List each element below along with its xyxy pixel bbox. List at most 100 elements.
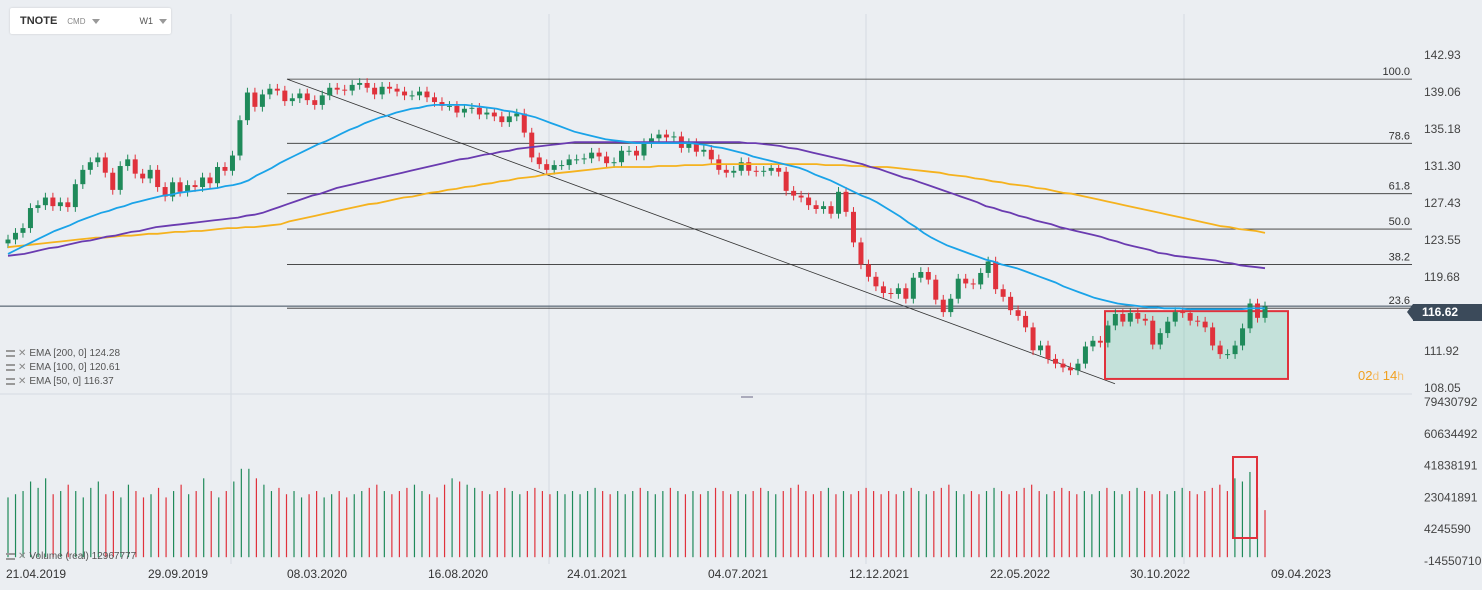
candle [544,159,550,175]
candle [72,179,78,212]
candle [1135,308,1141,324]
candle [402,86,408,101]
candle [521,108,527,138]
fib-level-label: 50.0 [1389,216,1410,228]
candle-body [873,276,879,287]
candle [42,192,48,210]
candle-body [880,286,886,294]
interval-dropdown-chevron-icon[interactable] [159,18,167,24]
candle [1202,316,1208,333]
indicator-settings-icon[interactable] [6,350,15,357]
indicator-settings-icon[interactable] [6,378,15,385]
candle [446,101,452,111]
candle-body [342,89,348,91]
close-icon[interactable]: ✕ [18,551,27,562]
volume-axis-tick-label: 23041891 [1424,490,1478,504]
candle-body [27,208,33,229]
indicator-settings-icon[interactable] [6,553,15,560]
candle [1165,316,1171,338]
candle [170,177,176,202]
indicator-label: EMA [100, 0] [29,362,87,373]
indicator-label: EMA [50, 0] [29,376,82,387]
candle [1240,323,1246,351]
candle [596,147,602,162]
symbol-dropdown-chevron-icon[interactable] [91,18,100,24]
candle [955,273,961,304]
candle-body [1120,314,1126,322]
candle-body [177,182,183,192]
candle [87,157,93,175]
symbol-label[interactable]: TNOTE [20,15,58,27]
candle [731,166,737,178]
candle [850,207,856,248]
candle-body [1112,314,1118,326]
volume-highlight-box [1232,456,1258,539]
candle [387,82,393,94]
candle [663,129,669,143]
candle-body [387,86,393,89]
candle [1075,358,1081,376]
candle [200,172,206,192]
pane-splitter-handle[interactable] [741,396,753,398]
candle-body [574,159,580,161]
candle [761,166,767,177]
indicator-label: EMA [200, 0] [29,348,87,359]
countdown-days-unit: d [1372,369,1380,383]
candle-body [1127,313,1133,322]
candle [933,274,939,305]
candle-body [978,272,984,285]
candle [1172,307,1178,327]
candle-body [424,91,430,98]
indicator-settings-icon[interactable] [6,364,15,371]
candle [1217,340,1223,359]
candle-body [686,143,692,148]
candle [978,268,984,290]
candle-body [476,107,482,115]
candle [1008,292,1014,315]
candle-body [65,202,71,208]
candle-body [312,100,318,105]
candle [783,166,789,196]
candle [581,153,587,165]
candle-body [117,166,123,190]
candle [491,107,497,122]
candle [873,272,879,292]
candle [334,82,340,95]
date-axis-tick-label: 29.09.2019 [148,567,208,581]
candle-body [806,197,812,206]
indicator-value: 116.37 [83,376,114,387]
candle [5,234,11,249]
interval-selector[interactable]: W1 [139,16,154,26]
close-icon[interactable]: ✕ [18,376,27,387]
candle [536,152,542,169]
candle [566,154,572,170]
candle [806,192,812,210]
price-axis-tick-label: 139.06 [1424,85,1461,99]
date-axis-tick-label: 16.08.2020 [428,567,488,581]
ema100-line [7,141,1266,270]
candle-body [791,190,797,196]
close-icon[interactable]: ✕ [18,348,27,359]
candle-body [1060,363,1066,368]
candle-body [1217,345,1223,355]
candle [798,190,804,203]
candle [222,162,228,176]
candle [259,89,265,112]
candle [417,86,423,101]
candle-body [491,112,497,117]
candle [125,154,131,171]
candle-body [259,94,265,107]
candle-body [925,272,931,280]
date-axis-tick-label: 22.05.2022 [990,567,1050,581]
candle-countdown: 02d 14h [1358,368,1404,383]
candle [1210,322,1216,351]
candle [461,103,467,118]
close-icon[interactable]: ✕ [18,362,27,373]
candle [880,281,886,298]
date-axis-tick-label: 08.03.2020 [287,567,347,581]
countdown-hours-unit: h [1397,369,1404,383]
candle [364,78,370,93]
candle [514,108,520,122]
candle [1023,311,1029,333]
